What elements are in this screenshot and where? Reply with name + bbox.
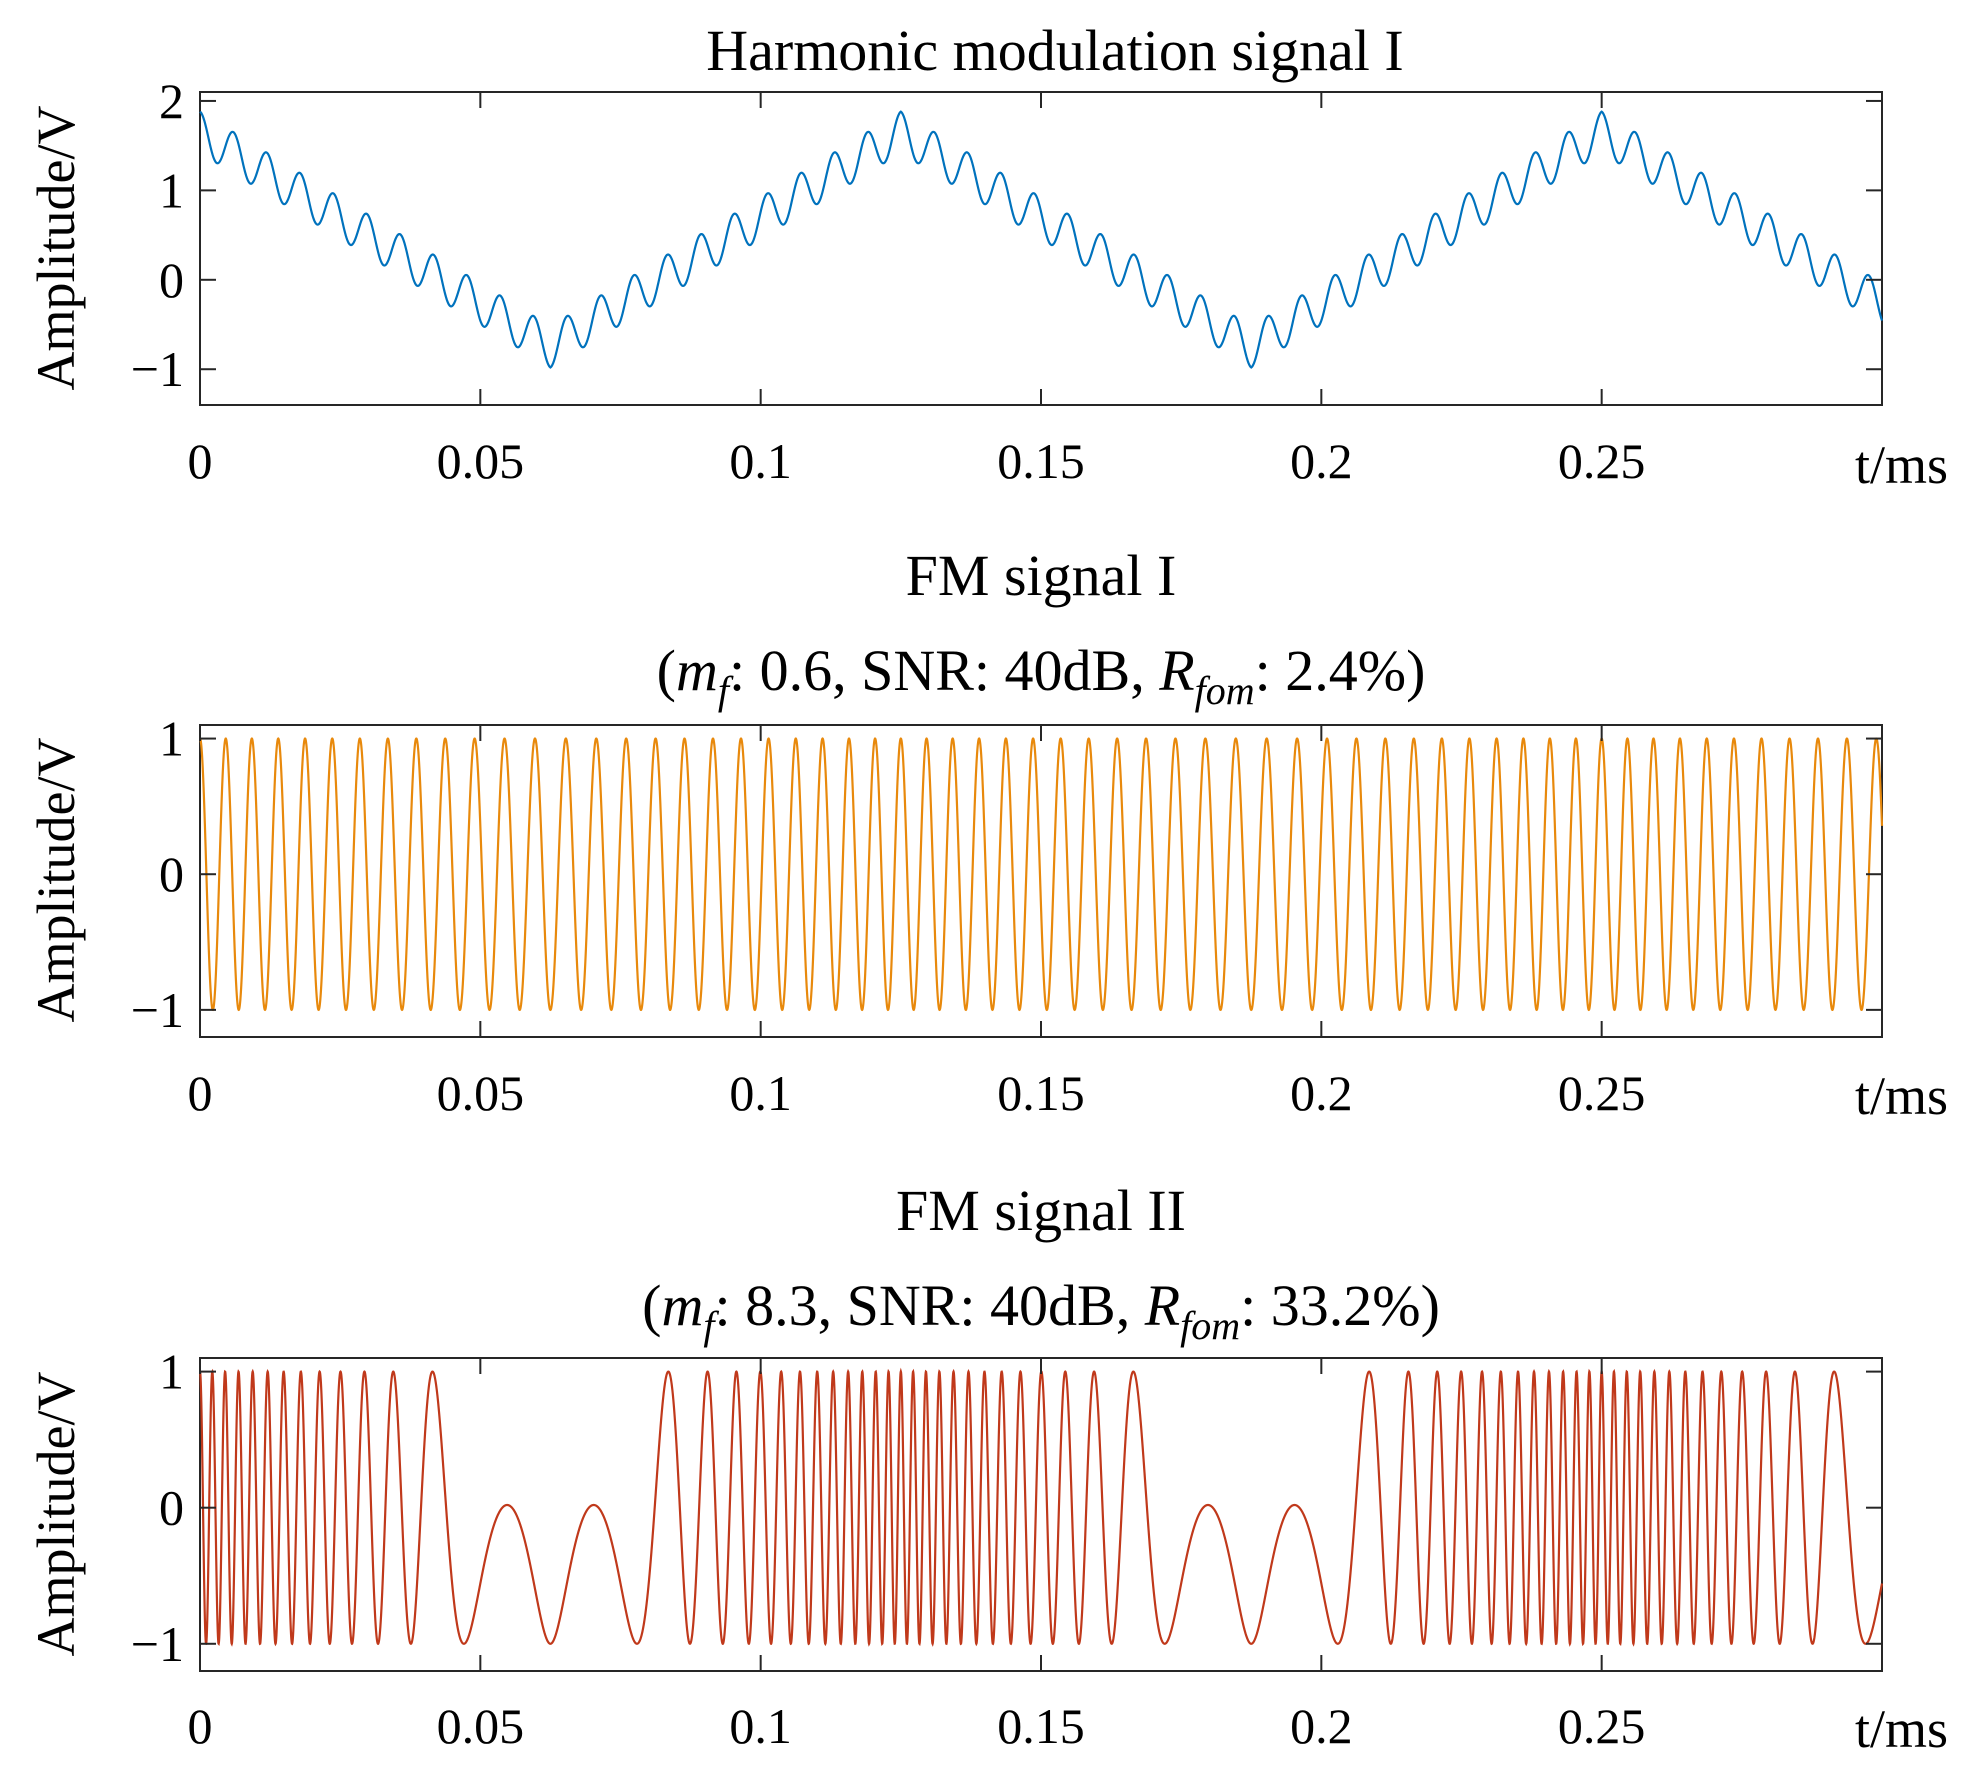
y-tick-label: −1 bbox=[131, 341, 184, 397]
harmonic-signal-line bbox=[199, 110, 1884, 369]
y-tick-labels: 1 0 −1 bbox=[131, 711, 184, 1038]
subtitle-mf-base: m bbox=[661, 1273, 703, 1338]
y-tick-label: 1 bbox=[159, 162, 184, 218]
x-axis-label: t/ms bbox=[1855, 1066, 1948, 1126]
y-tick-label: −1 bbox=[131, 982, 184, 1038]
x-tick-labels: 0 0.05 0.1 0.15 0.2 0.25 bbox=[188, 1065, 1646, 1121]
chart-title: FM signal I bbox=[906, 543, 1177, 608]
subtitle-open: ( bbox=[657, 638, 676, 703]
subtitle-mid: : 0.6, SNR: 40dB, bbox=[729, 638, 1159, 703]
tick-marks bbox=[199, 92, 1882, 405]
y-tick-label: 0 bbox=[159, 1480, 184, 1536]
subtitle-end: : 33.2%) bbox=[1240, 1273, 1440, 1338]
panel-fm-signal-1: FM signal I (mf: 0.6, SNR: 40dB, Rfom: 2… bbox=[26, 543, 1948, 1126]
subtitle-end: : 2.4%) bbox=[1255, 638, 1426, 703]
tick-marks bbox=[199, 1358, 1882, 1671]
x-tick-label: 0.05 bbox=[437, 433, 525, 489]
chart-subtitle: (mf: 8.3, SNR: 40dB, Rfom: 33.2%) bbox=[642, 1273, 1440, 1348]
x-tick-label: 0.2 bbox=[1290, 433, 1353, 489]
y-axis-label: Amplitude/V bbox=[26, 738, 86, 1023]
x-tick-label: 0.05 bbox=[437, 1065, 525, 1121]
panel-fm-signal-2: FM signal II (mf: 8.3, SNR: 40dB, Rfom: … bbox=[26, 1178, 1948, 1759]
x-axis-label: t/ms bbox=[1855, 1699, 1948, 1759]
x-tick-label: 0.15 bbox=[997, 1065, 1085, 1121]
y-tick-label: −1 bbox=[131, 1616, 184, 1672]
x-tick-label: 0.2 bbox=[1290, 1698, 1353, 1754]
x-tick-label: 0 bbox=[188, 1065, 213, 1121]
y-tick-label: 1 bbox=[159, 711, 184, 767]
x-tick-labels: 0 0.05 0.1 0.15 0.2 0.25 bbox=[188, 433, 1646, 489]
chart-subtitle: (mf: 0.6, SNR: 40dB, Rfom: 2.4%) bbox=[657, 638, 1426, 713]
chart-title: FM signal II bbox=[896, 1178, 1186, 1243]
y-tick-label: 1 bbox=[159, 1344, 184, 1400]
subtitle-r-base: R bbox=[1158, 638, 1194, 703]
subtitle-r-base: R bbox=[1144, 1273, 1180, 1338]
x-tick-label: 0.15 bbox=[997, 1698, 1085, 1754]
x-tick-label: 0.05 bbox=[437, 1698, 525, 1754]
subtitle-r-sub: fom bbox=[1180, 1303, 1240, 1348]
x-tick-label: 0.1 bbox=[729, 433, 792, 489]
y-tick-label: 2 bbox=[159, 73, 184, 129]
subtitle-r-sub: fom bbox=[1195, 668, 1255, 713]
y-tick-labels: 2 1 0 −1 bbox=[131, 73, 184, 397]
x-tick-label: 0.15 bbox=[997, 433, 1085, 489]
x-tick-labels: 0 0.05 0.1 0.15 0.2 0.25 bbox=[188, 1698, 1646, 1754]
fm-signal-1-line bbox=[199, 737, 1884, 1012]
y-tick-label: 0 bbox=[159, 252, 184, 308]
x-tick-label: 0.2 bbox=[1290, 1065, 1353, 1121]
x-tick-label: 0.25 bbox=[1558, 433, 1646, 489]
panel-harmonic-modulation: Harmonic modulation signal I 0 0.05 0.1 0.1… bbox=[26, 18, 1948, 495]
x-tick-label: 0.1 bbox=[729, 1065, 792, 1121]
x-tick-label: 0 bbox=[188, 1698, 213, 1754]
y-axis-label: Amplitude/V bbox=[26, 1372, 86, 1657]
y-tick-label: 0 bbox=[159, 846, 184, 902]
chart-title: Harmonic modulation signal I bbox=[706, 18, 1403, 83]
subtitle-mf-base: m bbox=[676, 638, 718, 703]
y-axis-label: Amplitude/V bbox=[26, 106, 86, 391]
x-tick-label: 0.1 bbox=[729, 1698, 792, 1754]
tick-marks bbox=[199, 725, 1882, 1037]
x-tick-label: 0.25 bbox=[1558, 1698, 1646, 1754]
x-tick-label: 0 bbox=[188, 433, 213, 489]
subtitle-mid: : 8.3, SNR: 40dB, bbox=[714, 1273, 1144, 1338]
x-tick-label: 0.25 bbox=[1558, 1065, 1646, 1121]
x-axis-label: t/ms bbox=[1855, 435, 1948, 495]
subtitle-open: ( bbox=[642, 1273, 661, 1338]
y-tick-labels: 1 0 −1 bbox=[131, 1344, 184, 1672]
fm-signal-2-line bbox=[198, 1367, 1884, 1647]
